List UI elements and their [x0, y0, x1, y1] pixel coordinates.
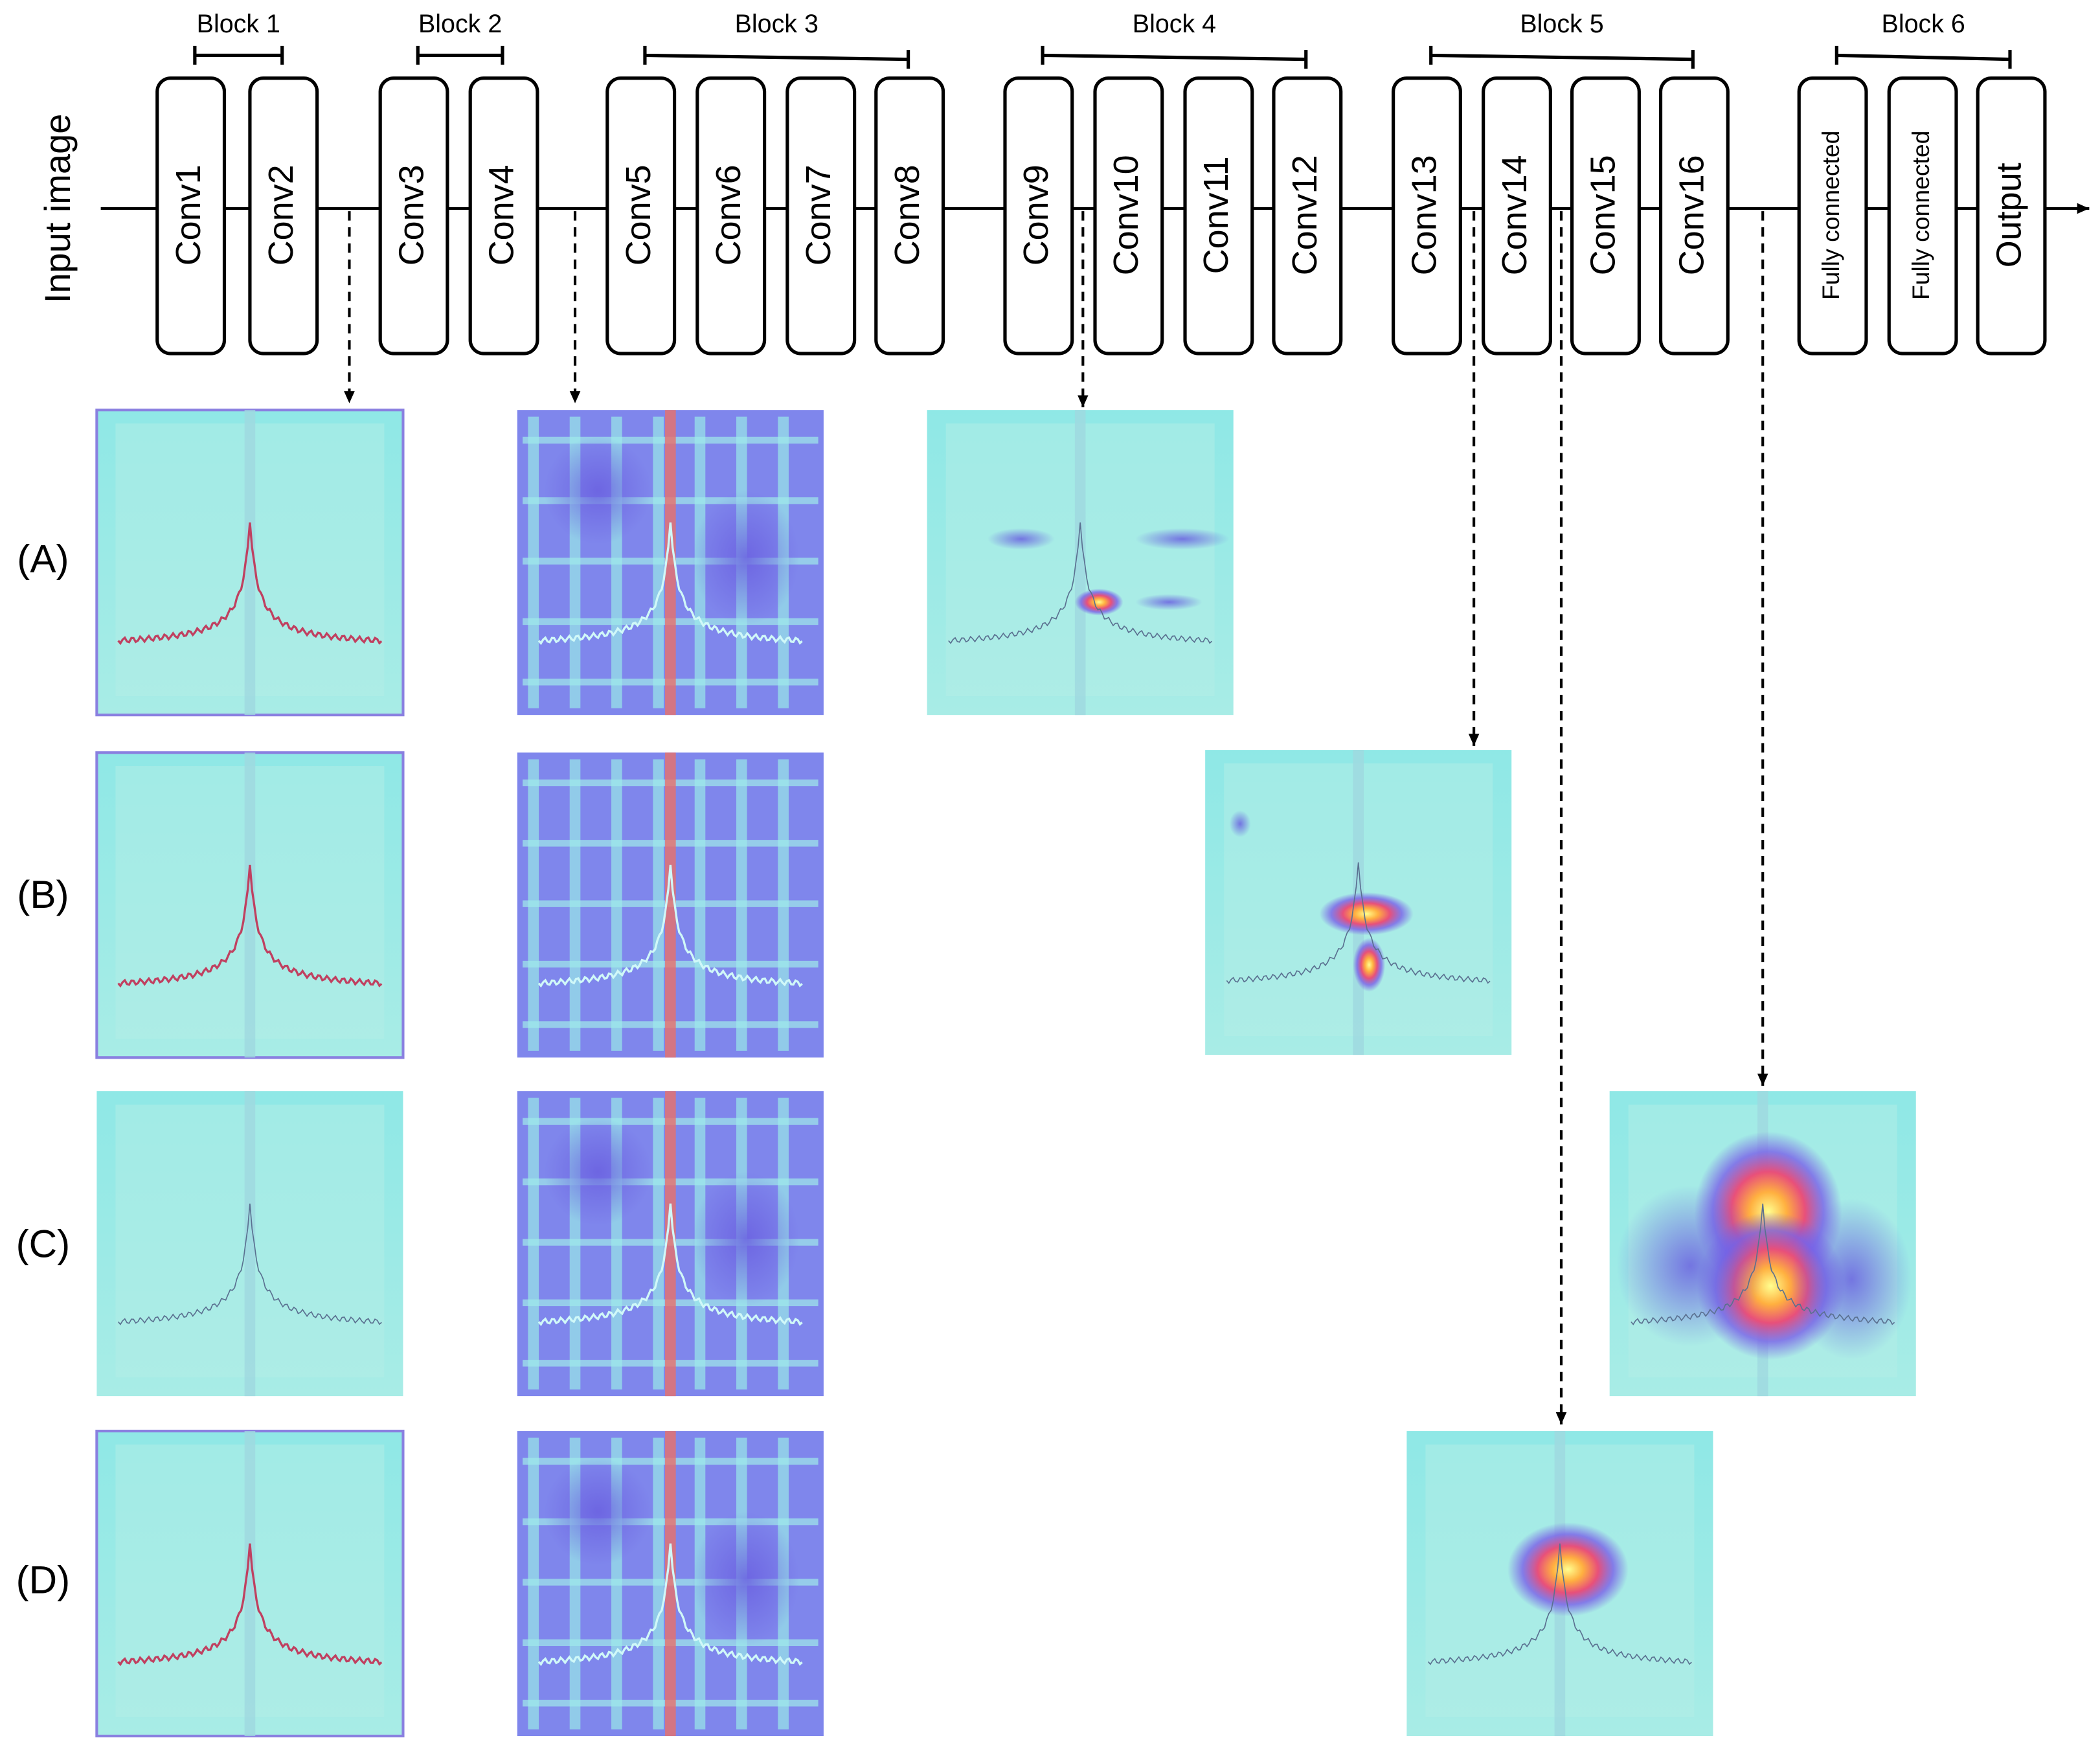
layer-label: Conv7	[799, 164, 838, 265]
spectrum-curve	[1226, 862, 1491, 984]
layer-box	[155, 76, 227, 355]
layer-label: Conv3	[392, 164, 431, 265]
heat-blob	[692, 1171, 800, 1307]
block-label: Block 6	[1882, 10, 1965, 38]
heatmap-stripe	[665, 410, 676, 716]
heatmap-stripe	[665, 1091, 676, 1397]
layer-box	[1797, 76, 1868, 355]
layer-label: Conv6	[709, 164, 748, 265]
spectrum-curve	[117, 522, 383, 646]
spectrum-curve	[537, 1543, 803, 1667]
layer-box	[1570, 76, 1641, 355]
layer-box	[248, 76, 319, 355]
block-bracket	[416, 45, 504, 65]
layer-label: Conv14	[1495, 155, 1534, 275]
heat-blob	[544, 1118, 652, 1226]
block-bracket	[193, 45, 284, 65]
heat-blob	[1074, 589, 1123, 616]
block-label: Block 4	[1133, 10, 1216, 38]
heat-blob	[544, 436, 652, 545]
heat-blob	[1229, 810, 1251, 837]
layer-box	[1392, 76, 1462, 355]
layer-label: Fully connected	[1817, 131, 1844, 300]
spectrum-curve	[537, 522, 803, 646]
spectrum-curve	[117, 1543, 383, 1667]
spectrum-curve	[117, 1203, 382, 1325]
layer-label: Conv10	[1107, 155, 1146, 275]
heatmap-stripe	[665, 752, 676, 1058]
layer-label: Fully connected	[1907, 131, 1934, 300]
layer-box	[1093, 76, 1164, 355]
layer-label: Conv1	[169, 164, 208, 265]
layer-label: Conv13	[1405, 155, 1444, 275]
layer-box	[1003, 76, 1074, 355]
layer-box	[1887, 76, 1958, 355]
spectrum-curve	[537, 864, 803, 988]
layer-label: Conv15	[1584, 155, 1623, 275]
layer-label: Conv11	[1197, 156, 1236, 274]
layer-label: Conv8	[888, 164, 927, 265]
layer-label: Conv9	[1017, 164, 1056, 265]
heatmap-stripe	[244, 1091, 256, 1397]
spectrum-curve	[537, 1203, 803, 1327]
block-bracket	[643, 45, 910, 69]
heat-blob	[1790, 1199, 1912, 1360]
row-label: (B)	[17, 873, 69, 916]
row-label: (C)	[16, 1223, 71, 1266]
layer-label: Conv12	[1285, 155, 1324, 275]
block-label: Block 2	[418, 10, 502, 38]
heat-blob	[692, 490, 800, 626]
heat-blob	[988, 528, 1055, 550]
heat-blob	[1353, 938, 1386, 992]
heatmap-stripe	[244, 752, 256, 1058]
spectrum-curve	[117, 864, 383, 988]
block-bracket	[1835, 45, 2012, 69]
layer-box	[695, 76, 767, 355]
heat-blob	[1319, 892, 1414, 936]
spectrum-curve	[948, 522, 1213, 644]
input-label: Input image	[37, 114, 78, 304]
row-label: (A)	[17, 537, 69, 581]
block-label: Block 5	[1520, 10, 1603, 38]
heat-blob	[1135, 528, 1230, 550]
layer-label: Conv5	[619, 164, 658, 265]
layer-box	[1482, 76, 1552, 355]
layer-box	[785, 76, 857, 355]
heat-blob	[1135, 594, 1202, 611]
layer-box	[1976, 76, 2047, 355]
block-bracket	[1429, 45, 1695, 69]
heatmap-stripe	[244, 1431, 256, 1737]
layer-box	[378, 76, 449, 355]
heatmap-stripe	[665, 1431, 676, 1737]
layer-box	[1183, 76, 1254, 355]
heat-blob	[1616, 1185, 1765, 1347]
layer-box	[874, 76, 945, 355]
heatmap-stripe	[1074, 410, 1086, 716]
layer-box	[468, 76, 539, 355]
heat-blob	[1507, 1522, 1629, 1617]
heat-blob	[692, 1511, 800, 1647]
layer-label: Conv16	[1673, 155, 1711, 275]
block-label: Block 3	[735, 10, 819, 38]
layer-label: Conv4	[482, 164, 521, 265]
block-bracket	[1041, 45, 1308, 69]
layer-label: Output	[1989, 163, 2028, 267]
spectrum-curve	[1427, 1543, 1692, 1665]
block-label: Block 1	[197, 10, 280, 38]
layer-label: Conv2	[262, 164, 300, 265]
spectrum-curve	[1631, 1203, 1895, 1325]
row-label: (D)	[16, 1558, 71, 1601]
heatmap-stripe	[244, 410, 256, 716]
heat-blob	[544, 1458, 652, 1566]
layer-box	[605, 76, 677, 355]
layer-box	[1658, 76, 1730, 355]
layer-box	[1272, 76, 1343, 355]
